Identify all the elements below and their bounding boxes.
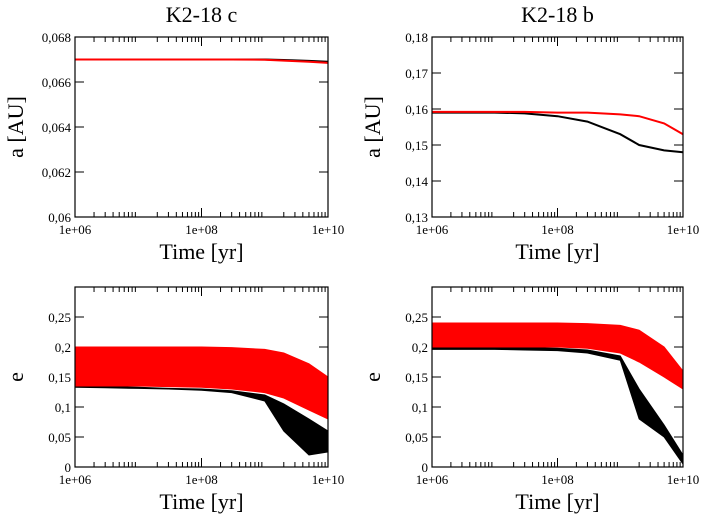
y-tick-label: 0,05 [48,430,71,445]
y-tick-label: 0,14 [405,174,428,189]
chart-title: K2-18 b [521,2,594,27]
y-axis-label: a [AU] [3,96,28,158]
y-tick-label: 0,1 [412,400,428,415]
y-tick-label: 0,2 [412,340,428,355]
y-tick-label: 0 [65,460,72,475]
y-tick-label: 0,062 [42,165,71,180]
x-tick-label: 1e+06 [59,472,92,487]
plot-frame [431,36,684,218]
x-tick-label: 1e+10 [312,472,345,487]
plot-frame [74,36,329,218]
y-tick-label: 0,25 [48,310,71,325]
x-tick-label: 1e+08 [185,472,218,487]
x-tick-label: 1e+06 [59,222,92,237]
y-tick-label: 0,1 [55,400,71,415]
y-tick-label: 0,17 [405,66,428,81]
y-tick-label: 0,13 [405,210,428,225]
y-tick-label: 0,064 [42,120,72,135]
x-tick-label: 1e+06 [416,222,449,237]
x-axis-label: Time [yr] [159,239,243,264]
y-axis-label: a [AU] [360,96,385,158]
y-tick-label: 0,06 [48,210,71,225]
x-axis-label: Time [yr] [515,239,599,264]
band [431,322,684,390]
y-axis-label: e [3,372,28,382]
plot-frame [431,286,684,468]
y-tick-label: 0,16 [405,102,428,117]
y-tick-label: 0 [422,460,429,475]
y-tick-label: 0,25 [405,310,428,325]
x-axis-label: Time [yr] [515,489,599,514]
x-tick-label: 1e+10 [312,222,345,237]
x-tick-label: 1e+10 [667,472,700,487]
y-tick-label: 0,18 [405,30,428,45]
y-tick-label: 0,068 [42,30,71,45]
y-tick-label: 0,2 [55,340,71,355]
y-tick-label: 0,066 [42,75,72,90]
y-tick-label: 0,15 [405,370,428,385]
x-tick-label: 1e+06 [416,472,449,487]
plot-frame [74,286,329,468]
x-tick-label: 1e+10 [667,222,700,237]
y-axis-label: e [360,372,385,382]
chart-title: K2-18 c [166,2,238,27]
y-tick-label: 0,15 [405,138,428,153]
x-axis-label: Time [yr] [159,489,243,514]
x-tick-label: 1e+08 [185,222,218,237]
line [432,110,684,136]
y-tick-label: 0,15 [48,370,71,385]
x-tick-label: 1e+08 [541,222,574,237]
y-tick-label: 0,05 [405,430,428,445]
line [75,58,329,64]
x-tick-label: 1e+08 [541,472,574,487]
